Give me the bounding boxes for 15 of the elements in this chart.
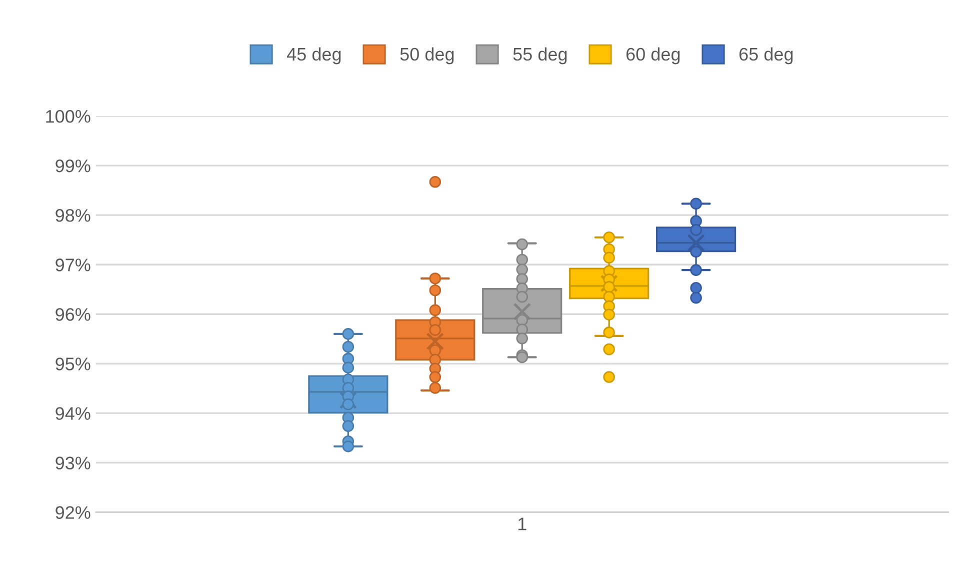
legend-label: 60 deg <box>626 47 680 64</box>
y-tick-label: 93% <box>56 456 90 470</box>
legend-label: 45 deg <box>286 47 341 64</box>
y-tick-label: 92% <box>56 506 90 519</box>
y-tick-label: 97% <box>56 258 90 272</box>
x-tick-label: 1 <box>518 518 526 530</box>
y-tick-label: 95% <box>56 358 90 370</box>
legend-label: 50 deg <box>400 47 454 64</box>
legend-label: 55 deg <box>513 47 567 64</box>
y-tick-label: 99% <box>56 159 90 172</box>
y-tick-label: 96% <box>56 308 90 321</box>
y-tick-label: 100% <box>46 110 90 123</box>
y-tick-label: 98% <box>56 209 90 222</box>
legend-label: 65 deg <box>739 47 793 64</box>
y-tick-label: 94% <box>56 407 90 420</box>
